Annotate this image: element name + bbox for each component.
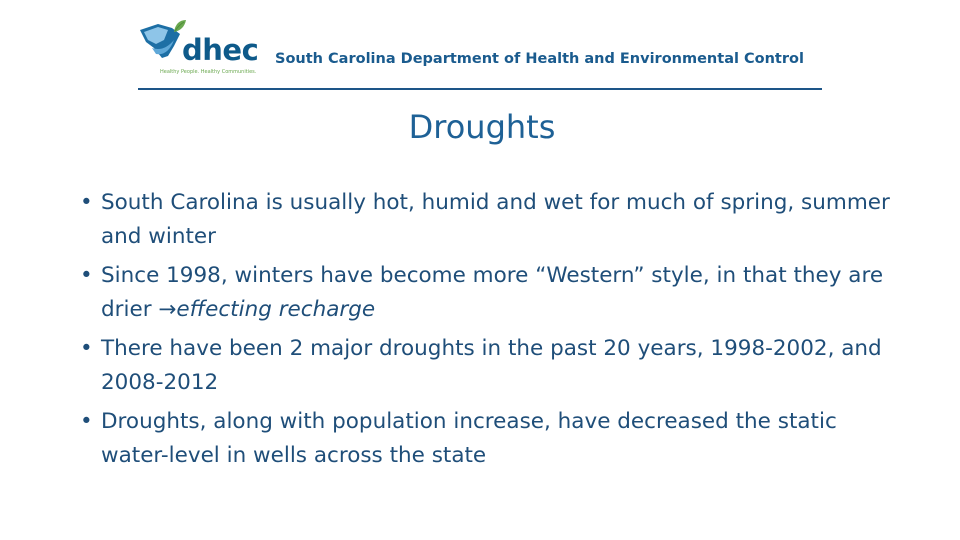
bullet-item: • There have been 2 major droughts in th…: [80, 332, 910, 400]
bullet-text: There have been 2 major droughts in the …: [101, 336, 882, 395]
header-divider: [138, 88, 822, 90]
department-name: South Carolina Department of Health and …: [275, 51, 804, 67]
bullet-marker: •: [80, 409, 93, 434]
state-leaf-logo-icon: [140, 20, 186, 58]
bullet-item: • South Carolina is usually hot, humid a…: [80, 186, 910, 254]
logo-tagline: Healthy People. Healthy Communities.: [160, 69, 257, 75]
right-arrow-icon: →: [158, 297, 177, 322]
bullet-emphasis: effecting recharge: [176, 297, 376, 322]
bullet-marker: •: [80, 263, 93, 288]
bullet-text: South Carolina is usually hot, humid and…: [101, 190, 890, 249]
bullet-text: Since 1998, winters have become more “We…: [101, 263, 884, 322]
bullet-item: • Droughts, along with population increa…: [80, 405, 910, 473]
logo-wordmark: dhec: [182, 33, 259, 67]
bullet-item: • Since 1998, winters have become more “…: [80, 259, 910, 327]
header: dhec Healthy People. Healthy Communities…: [138, 18, 822, 92]
slide-title: Droughts: [408, 108, 556, 146]
bullet-text: Droughts, along with population increase…: [101, 409, 837, 468]
dhec-logo: dhec Healthy People. Healthy Communities…: [138, 18, 273, 82]
bullet-list: • South Carolina is usually hot, humid a…: [80, 186, 910, 478]
bullet-marker: •: [80, 336, 93, 361]
bullet-marker: •: [80, 190, 93, 215]
